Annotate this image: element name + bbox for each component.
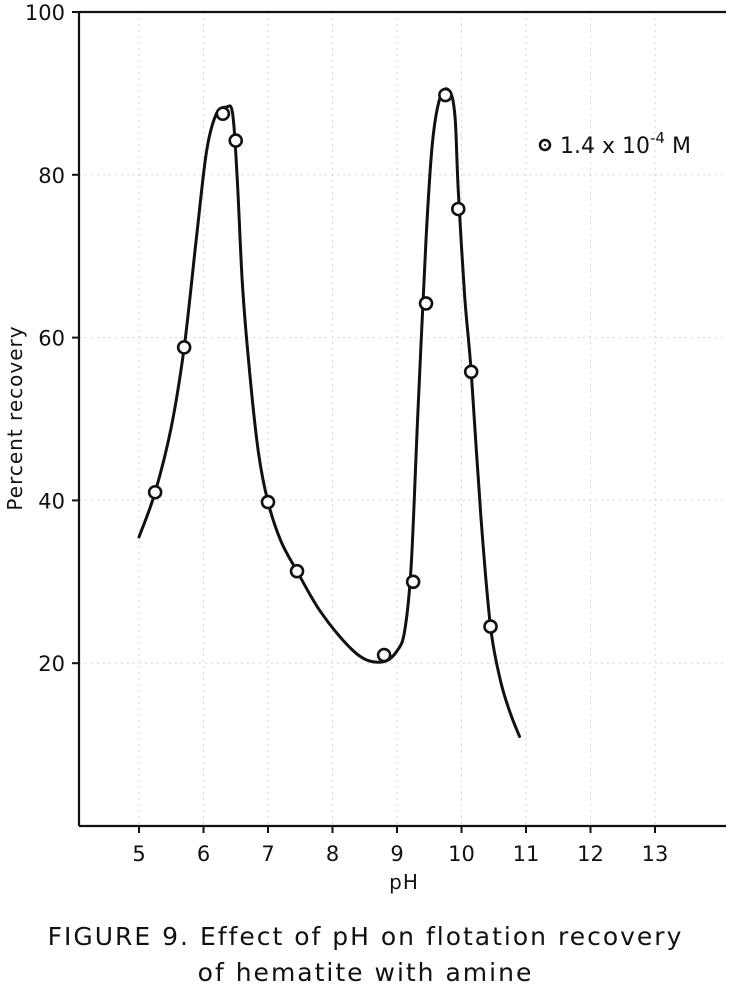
x-tick-label: 5 (132, 842, 145, 866)
fitted-curve (137, 87, 521, 738)
y-tick-label: 100 (25, 1, 65, 25)
x-tick-label: 7 (261, 842, 274, 866)
axes (77, 10, 726, 828)
y-tick-label: 20 (38, 652, 65, 676)
data-point (463, 364, 479, 380)
x-tick-label: 11 (513, 842, 540, 866)
data-point (483, 619, 498, 634)
y-axis-title: Percent recovery (3, 325, 27, 510)
legend-label: 1.4 x 10-4 M (560, 129, 691, 159)
x-tick-label: 12 (577, 842, 604, 866)
legend-marker-dot (544, 144, 546, 146)
data-point (215, 106, 231, 122)
y-tick-label: 80 (38, 164, 65, 188)
data-point (289, 563, 305, 579)
data-point (260, 494, 276, 510)
legend-marker (538, 138, 552, 152)
data-point (176, 340, 192, 355)
y-tick-label: 60 (38, 327, 65, 351)
y-axis-ticks: 20 40 60 80 100 (25, 1, 79, 676)
legend: 1.4 x 10-4 M (538, 129, 691, 159)
figure-caption-line-2: of hematite with amine (197, 958, 534, 987)
data-points (147, 87, 498, 663)
y-tick-label: 40 (38, 489, 65, 513)
x-axis-ticks: 5 6 7 8 9 10 11 12 13 (132, 826, 668, 866)
x-tick-label: 6 (197, 842, 210, 866)
x-axis-title: pH (389, 870, 419, 894)
x-tick-label: 8 (326, 842, 339, 866)
data-point (376, 647, 392, 663)
x-tick-label: 13 (642, 842, 669, 866)
data-point (405, 574, 421, 590)
data-point (450, 201, 466, 217)
gridlines (79, 12, 726, 826)
data-point (228, 133, 244, 148)
data-point (147, 484, 163, 500)
data-point (418, 296, 434, 311)
x-tick-label: 10 (448, 842, 475, 866)
data-point (438, 87, 453, 103)
recovery-curve (137, 87, 521, 738)
x-tick-label: 9 (390, 842, 403, 866)
figure-caption-line-1: FIGURE 9. Effect of pH on flotation reco… (47, 922, 684, 951)
